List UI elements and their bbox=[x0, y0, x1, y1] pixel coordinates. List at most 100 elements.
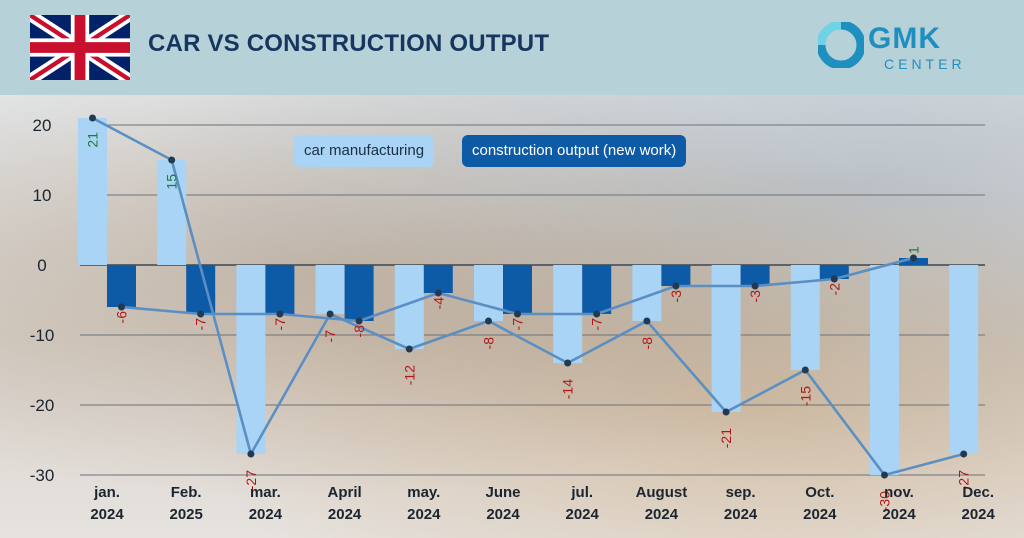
line-construction-output-point bbox=[672, 282, 680, 290]
line-car-manufacturing-point bbox=[881, 471, 888, 479]
data-label-car: 15 bbox=[164, 174, 180, 190]
data-label-car: -12 bbox=[401, 365, 417, 385]
x-tick-label: may. bbox=[407, 484, 440, 501]
data-label-construction: -4 bbox=[430, 297, 446, 310]
line-car-manufacturing-point bbox=[960, 450, 968, 458]
bar-construction-output bbox=[582, 265, 612, 314]
x-tick-label: 2024 bbox=[90, 506, 124, 523]
x-tick-label: June bbox=[485, 484, 520, 501]
y-tick-label: 10 bbox=[33, 186, 52, 205]
bar-construction-output bbox=[344, 265, 374, 321]
data-label-construction: -6 bbox=[114, 311, 130, 324]
data-label-construction: -2 bbox=[826, 283, 842, 296]
bar-car-manufacturing bbox=[711, 265, 741, 412]
bar-construction-output bbox=[740, 265, 770, 286]
legend-construction-output: construction output (new work) bbox=[462, 135, 687, 167]
data-label-construction: -7 bbox=[193, 318, 209, 331]
bar-construction-output bbox=[423, 265, 453, 293]
x-tick-label: 2024 bbox=[803, 506, 837, 523]
x-tick-label: 2024 bbox=[249, 506, 283, 523]
bar-car-manufacturing bbox=[949, 265, 979, 454]
line-car-manufacturing-point bbox=[89, 114, 96, 122]
bar-construction-output bbox=[819, 265, 849, 279]
uk-flag-icon bbox=[30, 15, 130, 80]
data-label-car: -8 bbox=[481, 337, 497, 350]
data-label-construction: -7 bbox=[510, 318, 526, 331]
x-tick-label: August bbox=[636, 484, 688, 501]
line-car-manufacturing-point bbox=[643, 317, 651, 325]
data-label-car: -7 bbox=[322, 330, 338, 343]
x-tick-label: jan. bbox=[93, 484, 120, 501]
data-label-car: 21 bbox=[85, 132, 101, 148]
gridlines bbox=[80, 124, 985, 476]
line-construction-output-point bbox=[593, 310, 601, 318]
data-label-car: -15 bbox=[797, 386, 813, 406]
line-construction-output-point bbox=[751, 282, 759, 290]
x-tick-label: Dec. bbox=[962, 484, 994, 501]
data-label-car: -14 bbox=[560, 379, 576, 399]
x-tick-label: April bbox=[328, 484, 362, 501]
line-construction-output-point bbox=[514, 310, 521, 318]
x-tick-label: Feb. bbox=[171, 484, 202, 501]
bar-car-manufacturing bbox=[236, 265, 266, 454]
line-car-manufacturing-point bbox=[326, 310, 334, 318]
data-label-construction: -3 bbox=[747, 290, 763, 303]
bar-construction-output bbox=[107, 265, 136, 307]
x-tick-label: 2024 bbox=[645, 506, 679, 523]
bar-car-manufacturing bbox=[78, 118, 107, 265]
data-label-car: -21 bbox=[718, 428, 734, 448]
x-tick-label: 2024 bbox=[566, 506, 600, 523]
logo-subtitle: CENTER bbox=[884, 56, 966, 72]
legend-car-manufacturing: car manufacturing bbox=[294, 135, 435, 167]
chart-plot: 21-615-7-27-7-7 -8-12-4-8-7-14-7-8-3-21-3… bbox=[30, 114, 996, 523]
series-lines bbox=[89, 114, 968, 479]
y-tick-label: 0 bbox=[37, 256, 46, 275]
page-title: CAR VS CONSTRUCTION OUTPUT bbox=[148, 30, 550, 57]
y-tick-label: 20 bbox=[33, 116, 52, 135]
data-labels: 21-615-7-27-7-7 -8-12-4-8-7-14-7-8-3-21-3… bbox=[85, 132, 972, 511]
x-tick-label: 2024 bbox=[486, 506, 520, 523]
line-construction-output-point bbox=[910, 254, 917, 262]
x-tick-label: nov. bbox=[884, 484, 914, 501]
line-car-manufacturing-point bbox=[168, 156, 176, 164]
data-label-car: -30 bbox=[877, 491, 893, 511]
y-tick-label: -20 bbox=[30, 396, 55, 415]
line-car-manufacturing-point bbox=[405, 345, 413, 353]
x-tick-label: jul. bbox=[570, 484, 593, 501]
line-construction-output-point bbox=[276, 310, 284, 318]
header-bar: CAR VS CONSTRUCTION OUTPUT GMK CENTER bbox=[0, 0, 1024, 95]
bar-car-manufacturing bbox=[315, 265, 345, 314]
bars bbox=[78, 118, 979, 475]
line-car-manufacturing-point bbox=[247, 450, 255, 458]
data-label-construction: -8 bbox=[351, 325, 367, 338]
bar-car-manufacturing bbox=[157, 160, 187, 265]
x-tick-label: 2024 bbox=[328, 506, 362, 523]
y-tick-label: -30 bbox=[30, 466, 55, 485]
line-construction-output-point bbox=[197, 310, 205, 318]
data-label-car: -27 bbox=[243, 470, 259, 490]
x-axis: jan. 2024 Feb. 2025 mar. 2024 April 2024 may. 202… bbox=[90, 484, 995, 523]
line-car-manufacturing-point bbox=[485, 317, 492, 325]
x-tick-label: 2024 bbox=[407, 506, 441, 523]
bar-car-manufacturing bbox=[474, 265, 503, 321]
line-construction-output-point bbox=[118, 303, 125, 311]
line-construction-output-point bbox=[830, 275, 838, 283]
x-tick-label: mar. bbox=[250, 484, 281, 501]
bar-construction-output bbox=[265, 265, 295, 314]
data-label-construction: -7 bbox=[272, 318, 288, 331]
bar-car-manufacturing bbox=[870, 265, 899, 475]
data-label-car: -27 bbox=[956, 470, 972, 490]
x-tick-label: Oct. bbox=[805, 484, 834, 501]
data-label-construction: -3 bbox=[668, 290, 684, 303]
bar-construction-output bbox=[661, 265, 691, 286]
line-car-manufacturing-point bbox=[722, 408, 730, 416]
gmk-logo-icon bbox=[818, 22, 864, 68]
bar-construction-output bbox=[503, 265, 532, 314]
data-label-construction: -7 bbox=[589, 318, 605, 331]
x-tick-label: 2024 bbox=[962, 506, 996, 523]
line-car-manufacturing-point bbox=[801, 366, 809, 374]
x-tick-label: 2025 bbox=[170, 506, 203, 523]
y-axis: 20 10 0 -10 -20 -30 bbox=[30, 116, 55, 485]
data-label-construction: 1 bbox=[906, 246, 922, 254]
